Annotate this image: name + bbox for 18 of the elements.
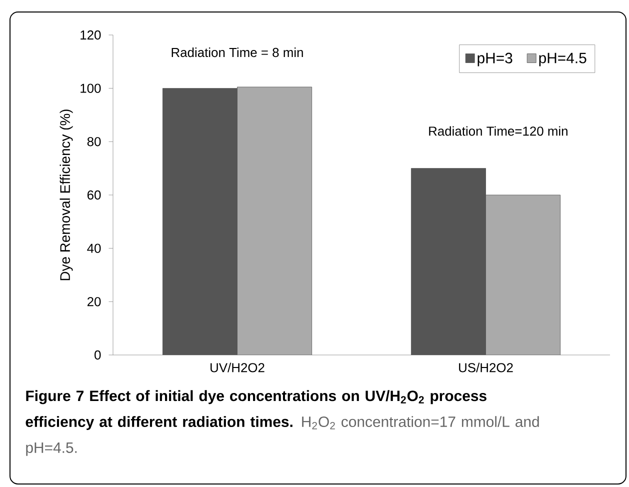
y-axis-title: Dye Removal Efficiency (%) <box>60 110 73 280</box>
y-tick-label: 0 <box>94 350 101 360</box>
x-tick-label: UV/H2O2 <box>210 362 264 372</box>
y-tick-label: 40 <box>87 244 101 253</box>
text: pH=4.5. <box>26 442 77 456</box>
y-tick-label: 100 <box>80 84 101 93</box>
y-tick-label: 80 <box>87 137 101 146</box>
y-tick-label: 120 <box>80 30 101 40</box>
annotation: Radiation Time = 8 min <box>172 48 303 58</box>
x-tick-label: US/H2O2 <box>459 362 513 372</box>
legend-label: pH=4.5 <box>539 52 586 66</box>
chart-title: efficiency at different radiation times. <box>26 416 292 430</box>
y-tick-label: 60 <box>87 190 101 200</box>
annotation: Radiation Time=120 min <box>429 126 568 136</box>
text: H$_{2}$O$_{2}$ concentration=17 mmol/L and <box>302 416 539 430</box>
legend-label: pH=3 <box>478 52 512 66</box>
y-tick-label: 20 <box>87 297 101 306</box>
chart-title: Figure 7 Effect of initial dye concentrations on UV/H$_{2}$O$_{2}$ process <box>26 390 486 404</box>
